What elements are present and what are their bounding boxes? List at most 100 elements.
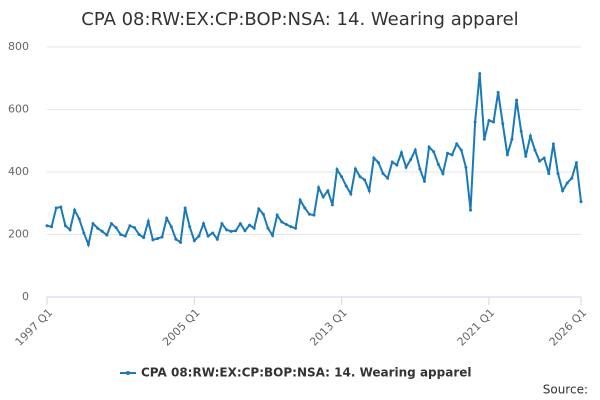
point: [68, 228, 72, 232]
point: [275, 213, 279, 217]
point: [321, 195, 325, 199]
point: [160, 235, 164, 239]
point: [464, 165, 468, 169]
point: [551, 142, 555, 146]
point: [243, 229, 247, 233]
point: [367, 189, 371, 193]
point: [524, 154, 528, 158]
point: [487, 118, 491, 122]
point: [335, 168, 339, 171]
point: [294, 226, 298, 230]
point: [215, 237, 219, 241]
point: [96, 226, 100, 230]
point: [284, 223, 288, 226]
point: [188, 225, 192, 229]
point: [165, 216, 169, 220]
point: [248, 223, 252, 227]
y-tick-label: 400: [8, 165, 29, 178]
point: [353, 167, 357, 171]
point: [142, 236, 146, 240]
point: [151, 238, 155, 242]
point: [197, 234, 201, 238]
point: [45, 224, 49, 228]
point: [482, 137, 486, 141]
point: [298, 198, 302, 202]
point: [54, 206, 58, 210]
point: [340, 175, 344, 179]
y-tick-label: 600: [8, 103, 29, 116]
x-tick-label: 1997 Q1: [13, 306, 56, 349]
point: [238, 222, 242, 226]
point: [289, 225, 293, 229]
point: [128, 224, 132, 228]
point: [155, 237, 159, 241]
point: [432, 150, 436, 154]
point: [82, 231, 86, 235]
point: [390, 160, 394, 164]
point: [229, 229, 233, 233]
x-tick-label: 2013 Q1: [307, 306, 350, 349]
point: [307, 212, 311, 216]
point: [63, 224, 67, 228]
point: [280, 220, 284, 224]
y-tick-label: 800: [8, 40, 29, 53]
y-tick-label: 200: [8, 228, 29, 241]
point: [570, 176, 574, 180]
point: [505, 153, 509, 157]
x-tick-label: 2021 Q1: [455, 306, 498, 349]
point: [330, 203, 334, 207]
point: [399, 151, 403, 155]
point: [455, 142, 459, 146]
point: [547, 172, 551, 176]
point: [533, 148, 537, 152]
point: [211, 231, 215, 235]
point: [409, 158, 413, 161]
point: [519, 129, 523, 133]
point: [105, 233, 109, 237]
source: Source:: [543, 383, 588, 397]
point: [395, 163, 399, 167]
point: [473, 120, 477, 124]
point: [450, 153, 454, 157]
point: [542, 156, 546, 160]
point: [528, 134, 532, 138]
y-tick-label: 0: [22, 290, 29, 303]
series-line: [46, 73, 582, 248]
point: [372, 156, 376, 160]
point: [77, 217, 81, 221]
point: [261, 212, 265, 216]
point: [363, 178, 367, 182]
point: [496, 90, 500, 94]
point: [326, 189, 330, 193]
point: [73, 208, 77, 212]
point: [183, 206, 187, 210]
point: [109, 222, 113, 226]
point: [192, 239, 196, 243]
legend-label: CPA 08:RW:EX:CP:BOP:NSA: 14. Wearing app…: [141, 366, 472, 380]
point: [556, 172, 560, 176]
point: [418, 167, 422, 171]
x-tick-label: 2005 Q1: [160, 306, 203, 349]
point: [441, 172, 445, 176]
point: [376, 161, 380, 165]
point: [515, 98, 519, 102]
legend-marker: [126, 371, 130, 375]
x-tick-label: 2026 Q1: [547, 306, 590, 349]
point: [381, 172, 385, 176]
point: [220, 222, 224, 226]
point: [478, 72, 482, 76]
point: [312, 213, 316, 217]
point: [91, 222, 95, 226]
point: [344, 184, 348, 188]
point: [206, 234, 210, 238]
point: [114, 226, 118, 230]
point: [358, 175, 362, 179]
point: [252, 226, 256, 230]
point: [469, 208, 473, 212]
point: [303, 206, 307, 210]
point: [404, 165, 408, 169]
point: [123, 234, 127, 238]
point: [446, 151, 449, 155]
point: [225, 228, 229, 232]
point: [50, 225, 54, 229]
